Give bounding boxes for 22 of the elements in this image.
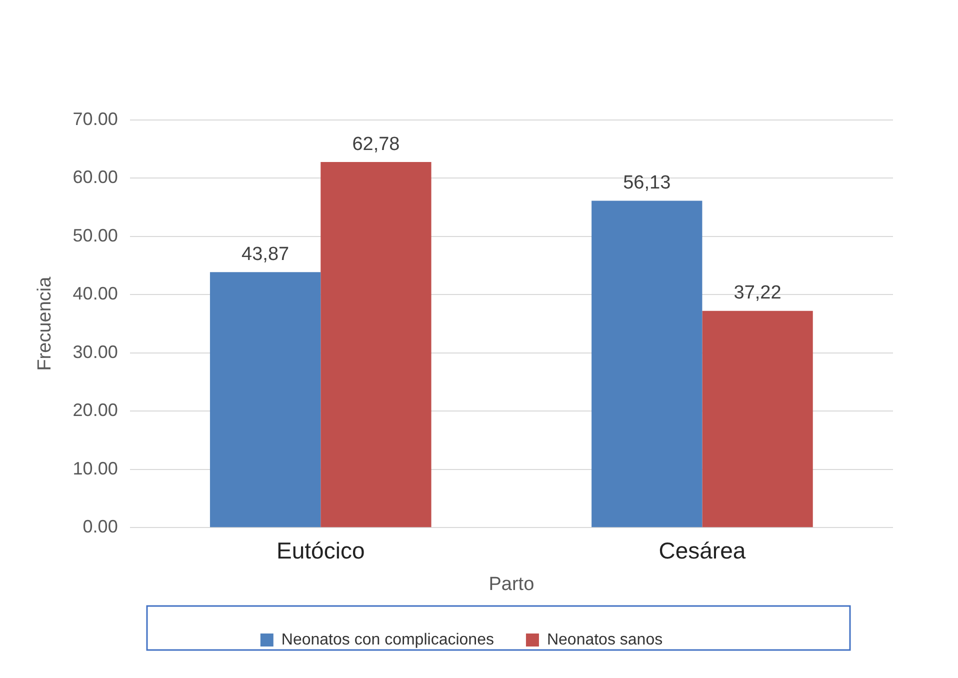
legend-label: Neonatos sanos [546, 631, 663, 648]
y-tick-label: 70.00 [72, 108, 118, 129]
bar [210, 272, 321, 528]
y-tick-label: 50.00 [72, 225, 118, 246]
y-tick-label: 0.00 [82, 516, 118, 537]
data-label: 37,22 [734, 282, 782, 304]
y-tick-label: 20.00 [72, 400, 118, 420]
x-axis-title: Parto [488, 574, 534, 595]
y-axis-title: Frecuencia [34, 276, 56, 371]
x-tick-label: Cesárea [658, 538, 746, 564]
y-tick-label: 40.00 [72, 284, 118, 304]
legend-label: Neonatos con complicaciones [281, 631, 494, 648]
bar [702, 310, 813, 528]
x-tick-label: Eutócico [276, 538, 365, 564]
y-tick-label: 10.00 [72, 458, 118, 478]
y-tick-label: 30.00 [72, 342, 118, 362]
data-label: 62,78 [352, 134, 400, 155]
data-label: 43,87 [242, 244, 290, 265]
data-label: 56,13 [623, 172, 671, 194]
bar [592, 200, 702, 528]
y-tick-label: 60.00 [72, 167, 118, 188]
bar [320, 162, 432, 528]
